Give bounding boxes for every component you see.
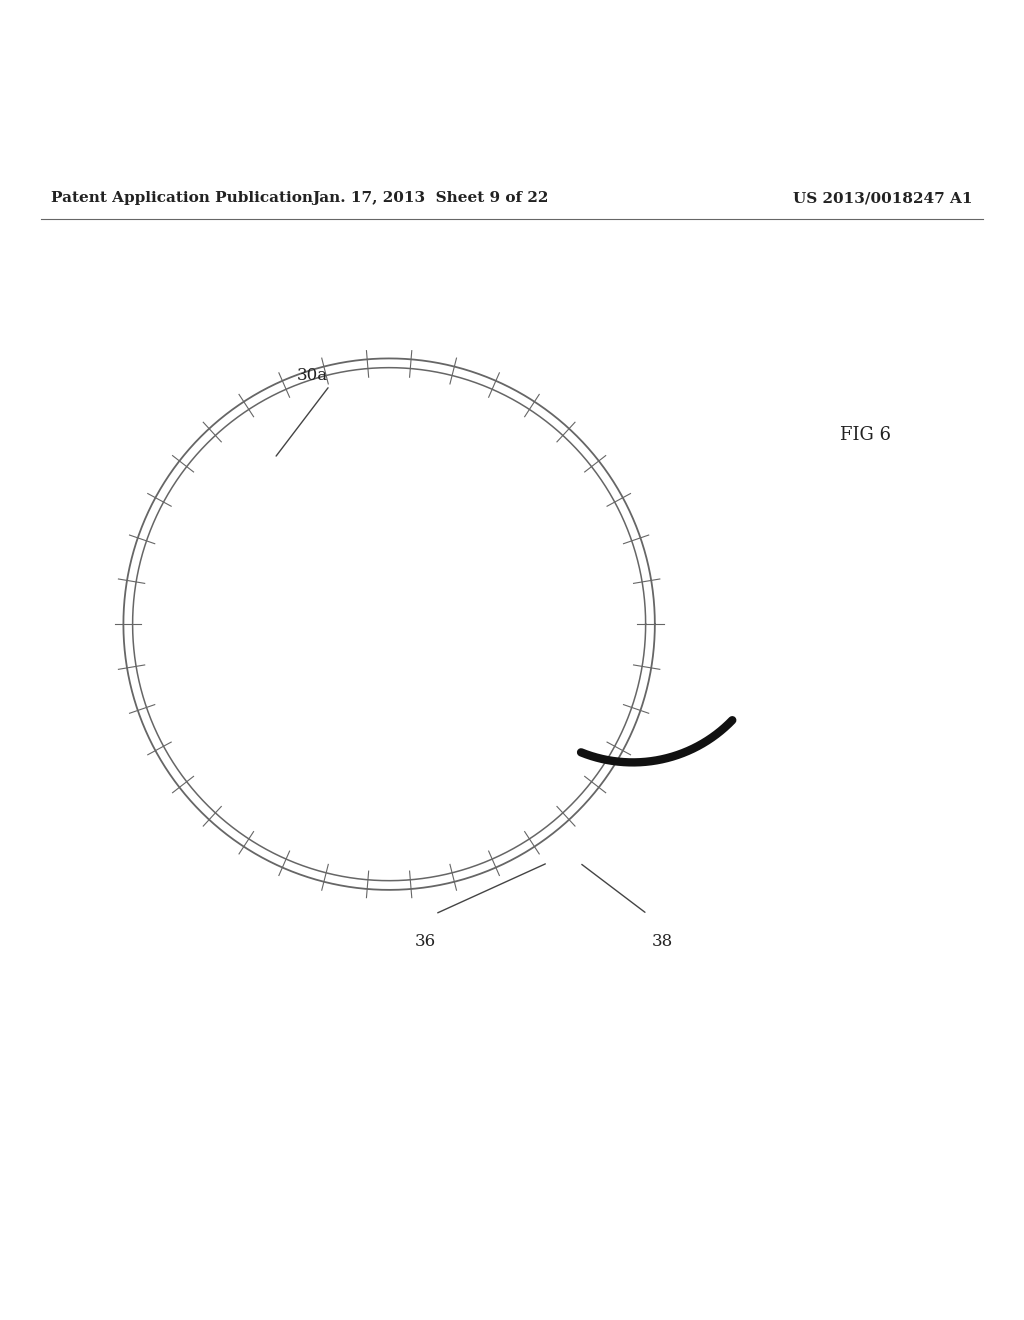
- Text: 30a: 30a: [297, 367, 328, 384]
- Text: FIG 6: FIG 6: [840, 426, 891, 444]
- Text: 38: 38: [652, 933, 673, 950]
- Text: 36: 36: [415, 933, 435, 950]
- Text: Jan. 17, 2013  Sheet 9 of 22: Jan. 17, 2013 Sheet 9 of 22: [312, 191, 548, 205]
- Text: Patent Application Publication: Patent Application Publication: [51, 191, 313, 205]
- Text: US 2013/0018247 A1: US 2013/0018247 A1: [794, 191, 973, 205]
